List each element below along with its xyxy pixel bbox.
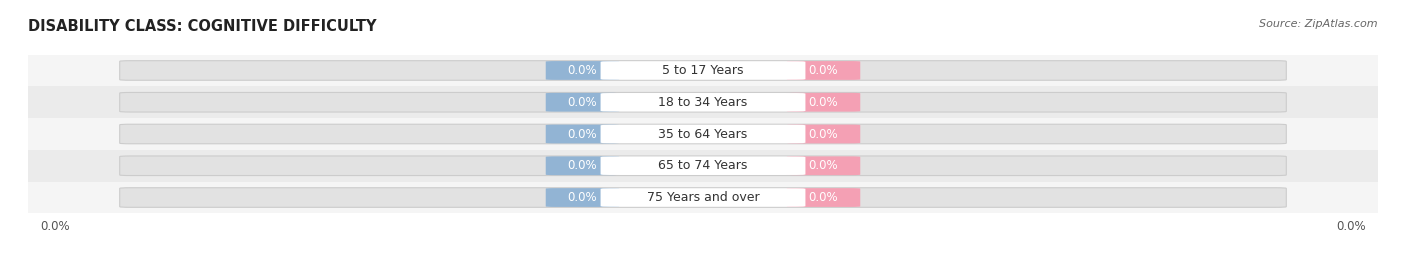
FancyBboxPatch shape xyxy=(600,61,806,80)
FancyBboxPatch shape xyxy=(600,93,806,111)
Text: 18 to 34 Years: 18 to 34 Years xyxy=(658,96,748,109)
Text: 0.0%: 0.0% xyxy=(808,64,838,77)
FancyBboxPatch shape xyxy=(787,125,860,143)
Text: 35 to 64 Years: 35 to 64 Years xyxy=(658,128,748,140)
Text: DISABILITY CLASS: COGNITIVE DIFFICULTY: DISABILITY CLASS: COGNITIVE DIFFICULTY xyxy=(28,19,377,34)
Text: 0.0%: 0.0% xyxy=(568,128,598,140)
Bar xyxy=(28,150,1378,182)
FancyBboxPatch shape xyxy=(600,125,806,143)
Text: 75 Years and over: 75 Years and over xyxy=(647,191,759,204)
FancyBboxPatch shape xyxy=(787,188,860,207)
FancyBboxPatch shape xyxy=(120,61,1286,80)
FancyBboxPatch shape xyxy=(120,156,1286,176)
FancyBboxPatch shape xyxy=(546,156,619,175)
Text: 0.0%: 0.0% xyxy=(808,128,838,140)
Bar xyxy=(28,86,1378,118)
FancyBboxPatch shape xyxy=(120,188,1286,207)
FancyBboxPatch shape xyxy=(546,188,619,207)
Text: 65 to 74 Years: 65 to 74 Years xyxy=(658,159,748,172)
FancyBboxPatch shape xyxy=(546,93,619,112)
Text: 0.0%: 0.0% xyxy=(568,191,598,204)
Text: 5 to 17 Years: 5 to 17 Years xyxy=(662,64,744,77)
Text: 0.0%: 0.0% xyxy=(1336,220,1365,233)
Text: 0.0%: 0.0% xyxy=(808,191,838,204)
Text: 0.0%: 0.0% xyxy=(568,159,598,172)
FancyBboxPatch shape xyxy=(787,156,860,175)
Bar xyxy=(28,55,1378,86)
Bar xyxy=(28,118,1378,150)
Text: 0.0%: 0.0% xyxy=(808,159,838,172)
FancyBboxPatch shape xyxy=(787,93,860,112)
FancyBboxPatch shape xyxy=(546,61,619,80)
FancyBboxPatch shape xyxy=(120,124,1286,144)
FancyBboxPatch shape xyxy=(600,188,806,207)
FancyBboxPatch shape xyxy=(787,61,860,80)
Bar xyxy=(28,182,1378,213)
Text: 0.0%: 0.0% xyxy=(41,220,70,233)
FancyBboxPatch shape xyxy=(120,92,1286,112)
Text: 0.0%: 0.0% xyxy=(568,64,598,77)
Text: 0.0%: 0.0% xyxy=(808,96,838,109)
Text: Source: ZipAtlas.com: Source: ZipAtlas.com xyxy=(1260,19,1378,29)
FancyBboxPatch shape xyxy=(546,125,619,143)
FancyBboxPatch shape xyxy=(600,157,806,175)
Text: 0.0%: 0.0% xyxy=(568,96,598,109)
